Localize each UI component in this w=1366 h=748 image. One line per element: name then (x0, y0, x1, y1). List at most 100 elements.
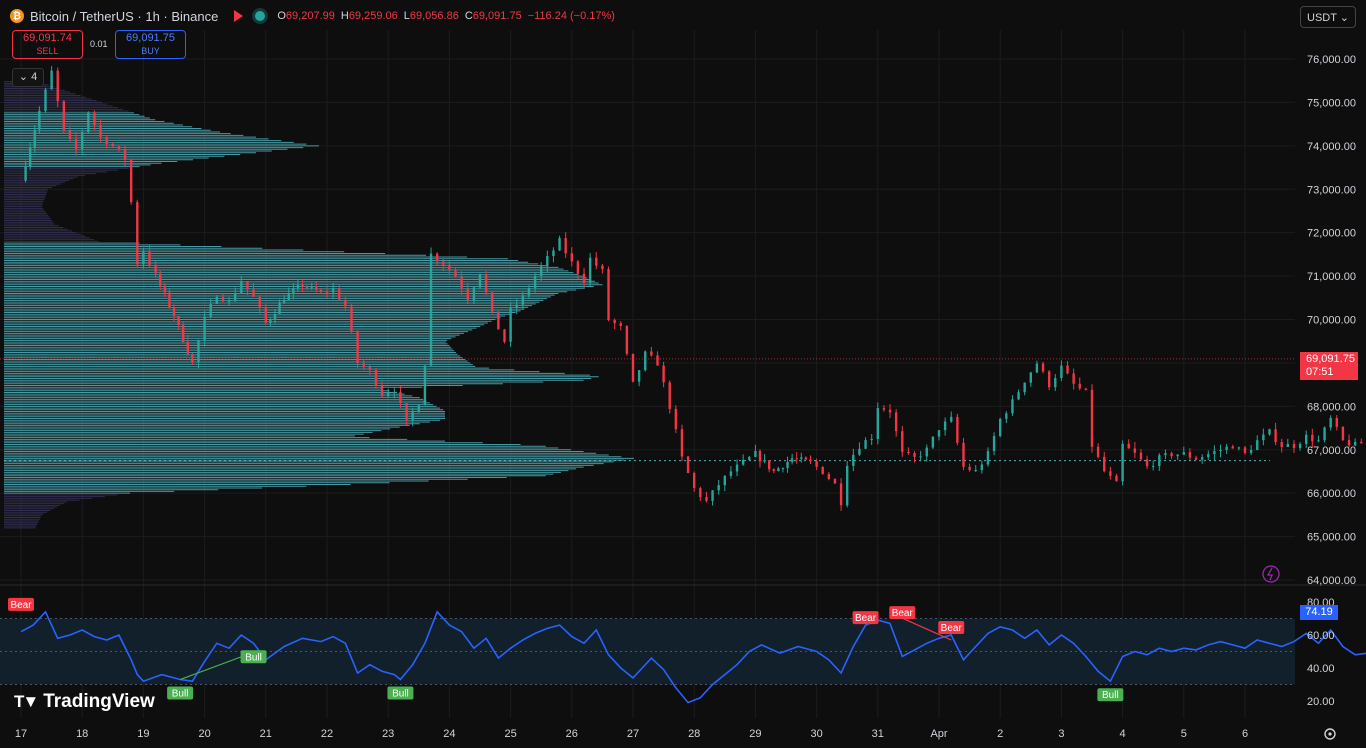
candle-body (273, 313, 277, 320)
rsi-value-label: 74.19 (1300, 605, 1338, 620)
candle-body (962, 442, 965, 467)
candle-body (1090, 389, 1094, 447)
candle-body (1317, 440, 1320, 442)
price-tick-label: 73,000.00 (1307, 184, 1356, 196)
candle-body (729, 471, 733, 476)
candle-body (925, 447, 928, 457)
last-price-label: 69,091.75 07:51 (1300, 352, 1358, 380)
candle-body (282, 300, 286, 303)
candle-body (227, 300, 231, 302)
symbol-title[interactable]: Bitcoin / TetherUS · 1h · Binance (30, 8, 219, 24)
candle-body (564, 238, 567, 254)
candle-body (1323, 427, 1326, 441)
rsi-signal-bull: Bull (387, 686, 414, 700)
candle-body (576, 261, 580, 274)
bitcoin-icon: ₿ (10, 9, 24, 23)
indicators-collapse-button[interactable]: ⌄ 4 (12, 68, 44, 87)
candle-body (656, 355, 659, 366)
candle-body (1109, 471, 1112, 476)
time-tick-label: 22 (321, 728, 333, 740)
candle-body (159, 273, 162, 286)
candle-body (668, 382, 671, 409)
candle-body (168, 292, 171, 308)
candle-body (454, 270, 457, 277)
candle-body (393, 391, 396, 393)
candle-body (338, 288, 341, 300)
candle-body (186, 341, 189, 354)
rsi-signal-label: Bear (941, 623, 963, 634)
rsi-tick-label: 60.00 (1307, 630, 1335, 642)
candle-body (1360, 441, 1363, 444)
candle-body (1145, 459, 1149, 467)
time-tick-label: 23 (382, 728, 394, 740)
candle-body (1164, 453, 1167, 456)
candle-body (1029, 372, 1032, 383)
candle-body (221, 296, 225, 302)
candle-body (754, 450, 757, 457)
candle-body (644, 351, 647, 371)
candle-body (234, 293, 237, 301)
indicator-count: 4 (31, 71, 38, 83)
candle-body (472, 287, 476, 301)
candle-body (748, 456, 751, 460)
candle-body (319, 290, 323, 292)
change-value: −116.24 (−0.17%) (527, 10, 615, 22)
candle-body (588, 257, 592, 284)
candle-body (1243, 447, 1247, 453)
candle-body (1158, 455, 1161, 467)
rsi-signal-bull: Bull (1097, 688, 1124, 702)
candle-body (287, 293, 290, 301)
candle-body (292, 288, 295, 294)
candle-body (1115, 475, 1118, 482)
rsi-pane: Bear Bull Bull Bull Bear Bear Bear Bull (0, 597, 1366, 704)
time-tick-label: 28 (688, 728, 700, 740)
candle-body (423, 365, 427, 406)
candle-body (1017, 392, 1020, 400)
candle-body (466, 288, 469, 301)
price-axis: 76,000.00 75,000.00 74,000.00 73,000.00 72,0… (1307, 54, 1356, 708)
candle-body (674, 408, 678, 430)
candle-body (74, 138, 78, 150)
sell-button[interactable]: 69,091.74 SELL (12, 30, 83, 59)
candle-body (429, 253, 433, 366)
time-tick-label: 29 (749, 728, 761, 740)
candle-body (1188, 452, 1192, 458)
currency-selector[interactable]: USDT ⌄ (1300, 6, 1356, 28)
candle-body (1311, 434, 1314, 442)
candle-body (105, 136, 108, 145)
ohlc-readout: O69,207.99 H69,259.06 L69,056.86 C69,091… (277, 10, 615, 22)
candle-body (44, 89, 47, 111)
candle-body (33, 129, 36, 148)
rsi-signal-bear: Bear (852, 611, 879, 625)
candle-body (1103, 456, 1106, 472)
settings-gear-icon[interactable] (1324, 728, 1336, 740)
buy-label: BUY (141, 46, 160, 56)
tradingview-logo[interactable]: T▼ TradingView (14, 691, 155, 713)
candles (24, 66, 1363, 511)
rsi-signal-bear: Bear (938, 621, 965, 634)
candle-body (264, 308, 267, 324)
sell-price: 69,091.74 (23, 32, 72, 44)
candle-body (491, 292, 494, 312)
candle-body (1023, 382, 1026, 393)
candle-body (1256, 440, 1259, 451)
flag-icon[interactable] (234, 10, 244, 22)
candle-body (804, 457, 808, 460)
time-tick-label: Apr (930, 728, 947, 740)
candle-body (252, 289, 255, 297)
buy-button[interactable]: 69,091.75 BUY (115, 30, 186, 59)
time-tick-label: 21 (260, 728, 272, 740)
currency-value: USDT (1307, 12, 1337, 24)
candle-body (607, 269, 610, 320)
candle-body (986, 451, 990, 465)
candle-body (1329, 417, 1332, 428)
time-tick-label: 2 (997, 728, 1003, 740)
candle-body (533, 276, 537, 288)
candle-body (1286, 443, 1290, 447)
tradingview-icon: T▼ (14, 692, 39, 711)
candle-body (1005, 413, 1008, 419)
time-tick-label: 27 (627, 728, 639, 740)
open-value: 69,207.99 (285, 10, 335, 22)
candle-body (1237, 447, 1241, 449)
